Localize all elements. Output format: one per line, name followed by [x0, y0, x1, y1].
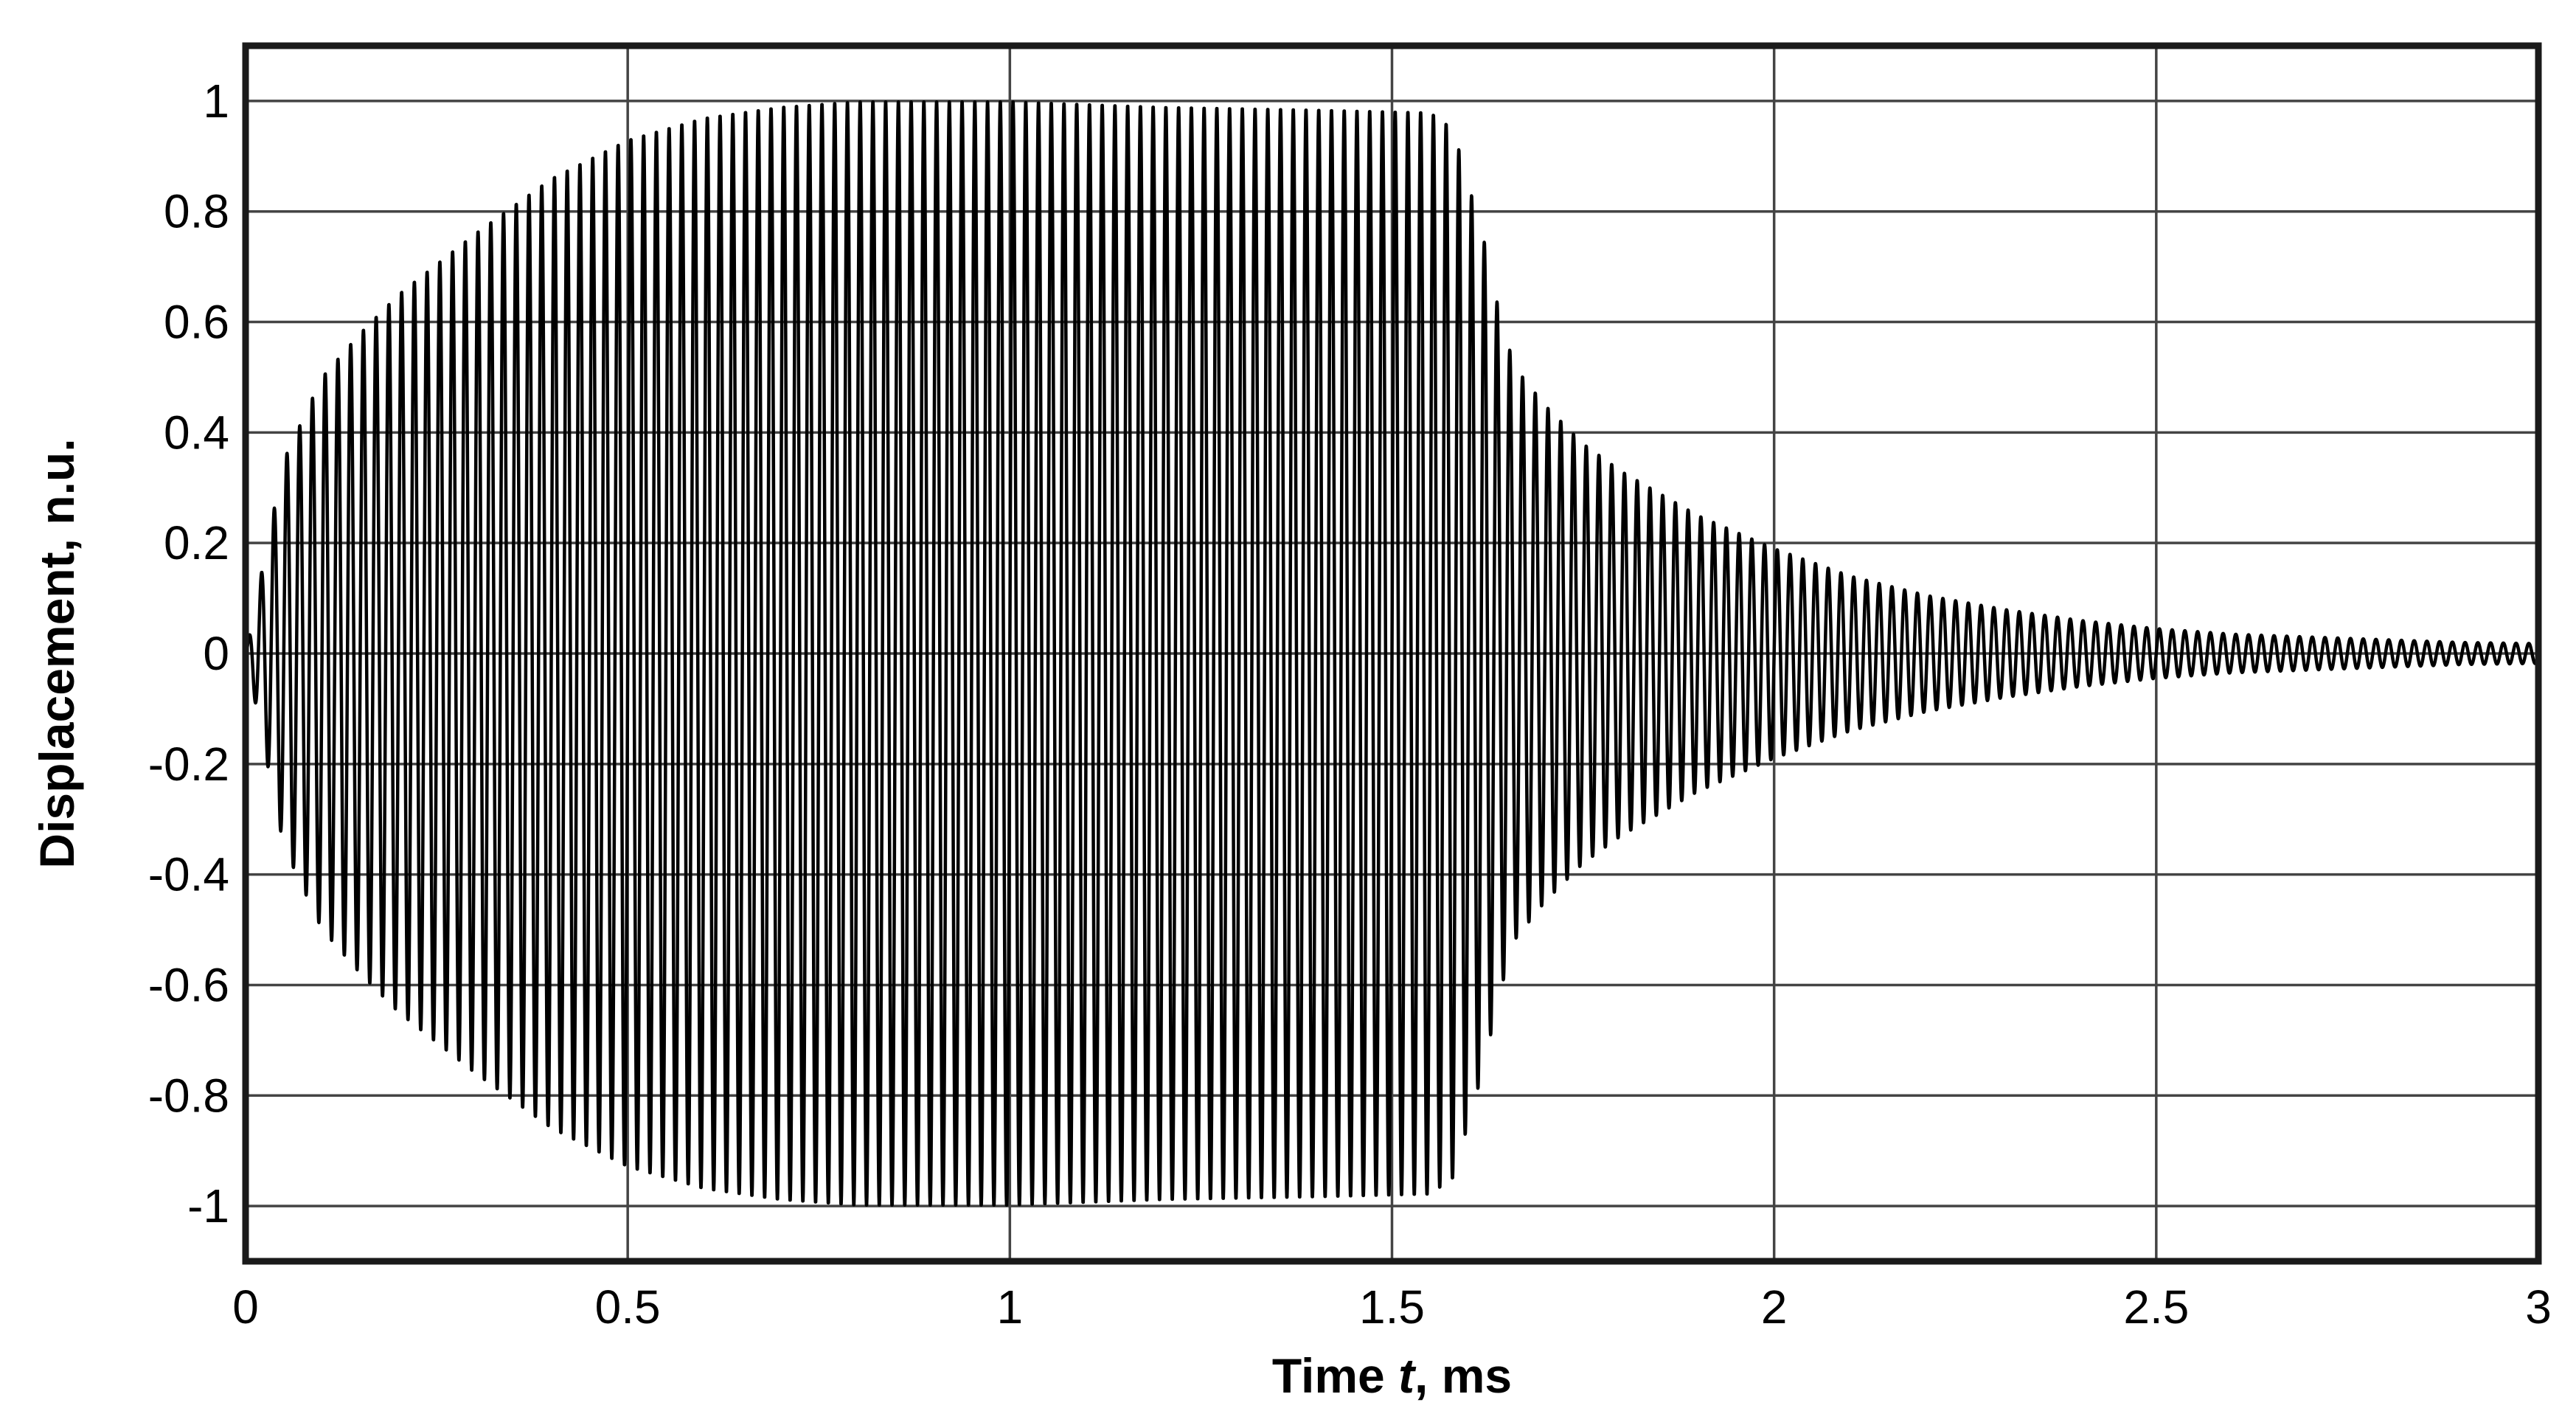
x-axis-title-variable: t — [1398, 1348, 1417, 1403]
x-tick-label: 0 — [232, 1280, 259, 1334]
x-axis-tick-labels: 0 0.5 1 1.5 2 2.5 3 — [232, 1280, 2552, 1334]
x-axis-title-suffix: , ms — [1414, 1348, 1512, 1403]
y-tick-label: -0.6 — [148, 958, 229, 1011]
y-tick-label: -0.4 — [148, 848, 229, 901]
plot-area-frame — [242, 42, 2542, 1265]
y-tick-label: -0.2 — [148, 738, 229, 791]
displacement-series-line — [244, 100, 2541, 1207]
x-axis-title: Time t, ms — [1272, 1348, 1512, 1403]
y-tick-label: -0.8 — [148, 1069, 229, 1122]
y-axis-tick-labels: 1 0.8 0.6 0.4 0.2 0 -0.2 -0.4 -0.6 -0.8 -1 — [148, 74, 229, 1232]
y-tick-label: -1 — [187, 1179, 229, 1232]
y-tick-label: 0.2 — [164, 516, 229, 569]
y-tick-label: 0.6 — [164, 296, 229, 349]
y-tick-label: 0.4 — [164, 406, 229, 459]
x-tick-label: 1 — [997, 1280, 1024, 1334]
y-axis-title: Displacement, n.u. — [29, 438, 84, 868]
x-tick-label: 3 — [2525, 1280, 2552, 1334]
x-tick-label: 0.5 — [595, 1280, 661, 1334]
y-tick-label: 0.8 — [164, 185, 229, 238]
x-tick-label: 2.5 — [2123, 1280, 2189, 1334]
y-tick-label: 1 — [203, 74, 229, 128]
x-tick-label: 2 — [1761, 1280, 1788, 1334]
y-tick-label: 0 — [203, 627, 229, 680]
x-axis-title-prefix: Time — [1272, 1348, 1398, 1403]
x-tick-label: 1.5 — [1359, 1280, 1425, 1334]
